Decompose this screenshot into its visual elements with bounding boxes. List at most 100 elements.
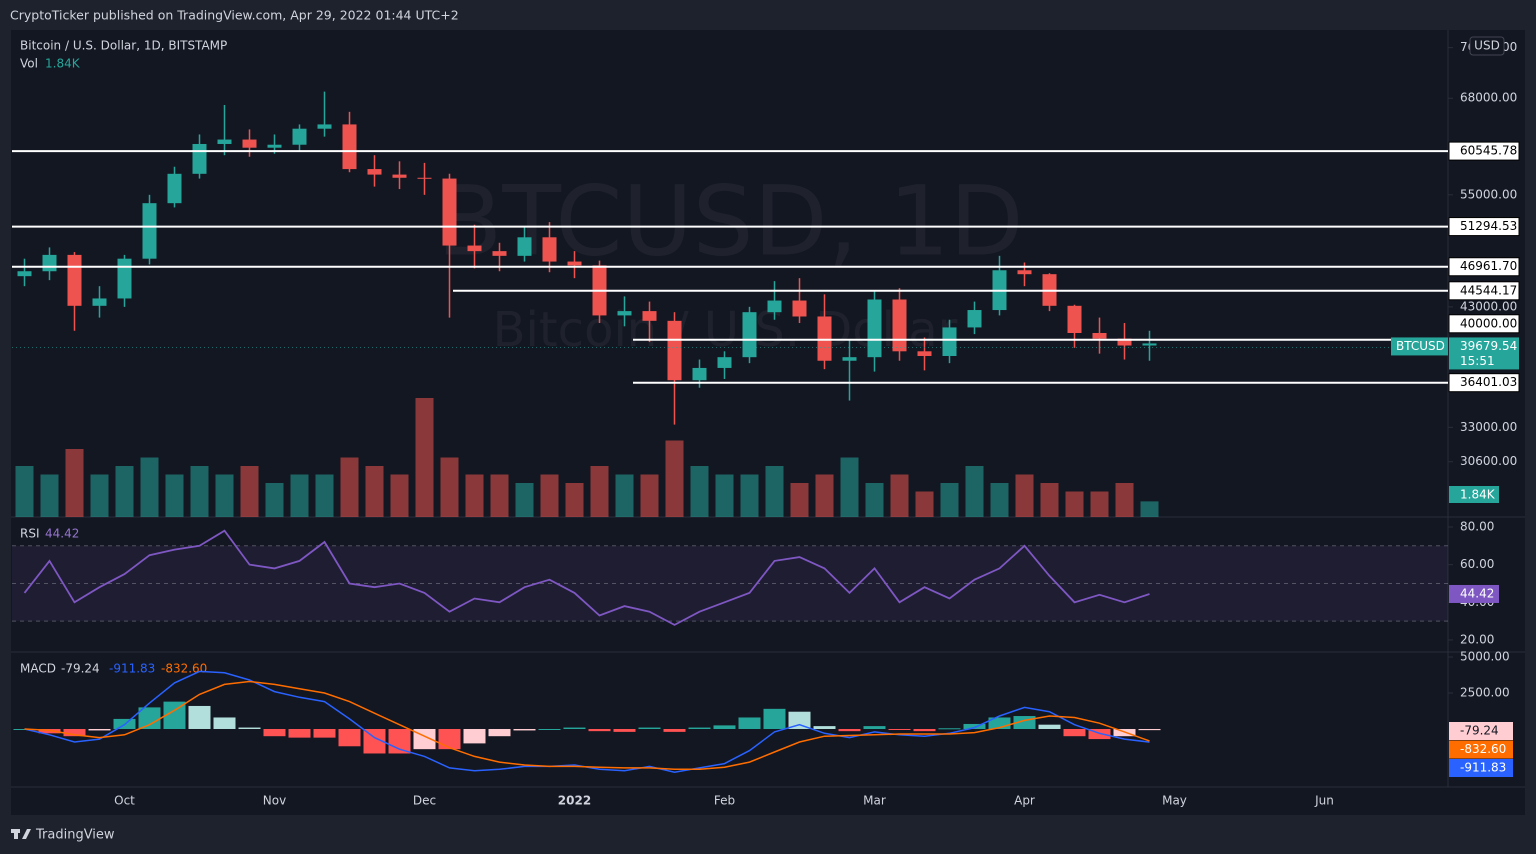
volume-bar	[940, 483, 959, 517]
volume-bars	[15, 398, 1159, 517]
candle-body	[817, 316, 832, 361]
rsi-tick-label: 80.00	[1460, 519, 1494, 533]
level-label-box	[1448, 373, 1520, 393]
x-tick-label: Apr	[1014, 794, 1035, 808]
macd-legend-hist: -79.24	[61, 662, 100, 676]
volume-bar	[740, 474, 759, 517]
volume-bar	[390, 474, 409, 517]
candle-body	[1142, 343, 1157, 346]
candle-body	[67, 254, 82, 306]
macd-histogram-bar	[213, 717, 236, 729]
macd-histogram-bar	[313, 728, 336, 738]
candle-body	[892, 299, 907, 352]
brand-logo	[11, 829, 31, 839]
x-tick-label: Feb	[714, 794, 735, 808]
candle-body	[217, 139, 232, 144]
price-tick-label: 68000.00	[1460, 91, 1517, 105]
volume-bar	[15, 466, 34, 517]
macd-histogram-bar	[338, 728, 361, 747]
volume-bar	[1115, 483, 1134, 517]
volume-bar	[665, 440, 684, 517]
level-label: 46961.70	[1460, 259, 1517, 273]
brand: TradingView	[35, 828, 115, 843]
volume-bar	[865, 483, 884, 517]
price-tick-label: 33000.00	[1460, 420, 1517, 434]
macd-legend-signal: -832.60	[161, 662, 207, 676]
volume-bar	[1015, 474, 1034, 517]
macd-histogram-bar	[913, 728, 936, 732]
macd-histogram-bar	[613, 728, 636, 732]
volume-bar	[190, 466, 209, 517]
candle-body	[417, 177, 432, 179]
volume-bar	[640, 474, 659, 517]
level-label-box	[1448, 314, 1520, 334]
candle-body	[692, 367, 707, 381]
candle-body	[842, 357, 857, 361]
volume-bar	[990, 483, 1009, 517]
candle-body	[242, 139, 257, 148]
rsi-tick-label: 20.00	[1460, 632, 1494, 646]
volume-legend-value: 1.84K	[45, 57, 81, 71]
macd-histogram-bar	[863, 726, 886, 729]
candles	[17, 91, 1157, 425]
rsi-legend-value: 44.42	[45, 527, 79, 541]
signal-line	[24, 680, 1150, 771]
macd-histogram-bar	[188, 705, 211, 729]
candle-body	[442, 178, 457, 246]
candle-body	[642, 311, 657, 321]
macd-histogram-bar	[488, 728, 511, 737]
volume-bar	[65, 449, 84, 517]
macd-histogram-bar	[363, 728, 386, 754]
volume-bar	[240, 466, 259, 517]
volume-bar	[790, 483, 809, 517]
candle-body	[617, 311, 632, 316]
volume-bar	[515, 483, 534, 517]
price-tick-label: 43000.00	[1460, 299, 1517, 313]
candle-body	[517, 237, 532, 256]
candle-body	[367, 169, 382, 175]
rsi-tick-label: 60.00	[1460, 557, 1494, 571]
macd-histogram-bar	[1063, 728, 1086, 737]
x-tick-label: Oct	[114, 794, 135, 808]
chart-background	[11, 30, 1525, 815]
volume-bar	[590, 466, 609, 517]
volume-bar	[1090, 491, 1109, 517]
candle-body	[667, 320, 682, 381]
candle-body	[392, 174, 407, 178]
volume-bar	[1140, 501, 1159, 517]
volume-bar	[165, 474, 184, 517]
symbol-badge	[1391, 337, 1448, 356]
volume-bar	[265, 483, 284, 517]
x-tick-label: Mar	[863, 794, 886, 808]
volume-name: Vol	[20, 57, 38, 71]
macd-histogram-bar	[763, 708, 786, 729]
volume-bar	[715, 474, 734, 517]
x-tick-label: Jun	[1314, 794, 1334, 808]
candle-body	[767, 300, 782, 313]
candle-body	[1117, 338, 1132, 346]
level-label-box	[1448, 217, 1520, 237]
macd-histogram-bar	[813, 726, 836, 729]
countdown: 15:51	[1460, 354, 1495, 368]
candle-body	[492, 251, 507, 256]
volume-bar	[40, 474, 59, 517]
level-label: 44544.17	[1460, 283, 1517, 297]
candle-body	[542, 237, 557, 262]
candle-body	[42, 254, 57, 272]
candle-body	[1017, 270, 1032, 275]
chart-title: Bitcoin / U.S. Dollar, 1D, BITSTAMP	[20, 39, 227, 53]
volume-bar	[90, 474, 109, 517]
price-tick-label: 55000.00	[1460, 187, 1517, 201]
candle-body	[967, 310, 982, 328]
candle-body	[117, 258, 132, 299]
candle-body	[192, 143, 207, 174]
volume-bar	[840, 457, 859, 517]
macd-histogram-bar	[88, 728, 111, 731]
macd-histogram-bar	[513, 728, 536, 731]
volume-bar	[1065, 491, 1084, 517]
candle-body	[267, 144, 282, 148]
macd-histogram-bar	[438, 728, 461, 750]
candle-body	[467, 245, 482, 252]
candle-body	[867, 299, 882, 358]
